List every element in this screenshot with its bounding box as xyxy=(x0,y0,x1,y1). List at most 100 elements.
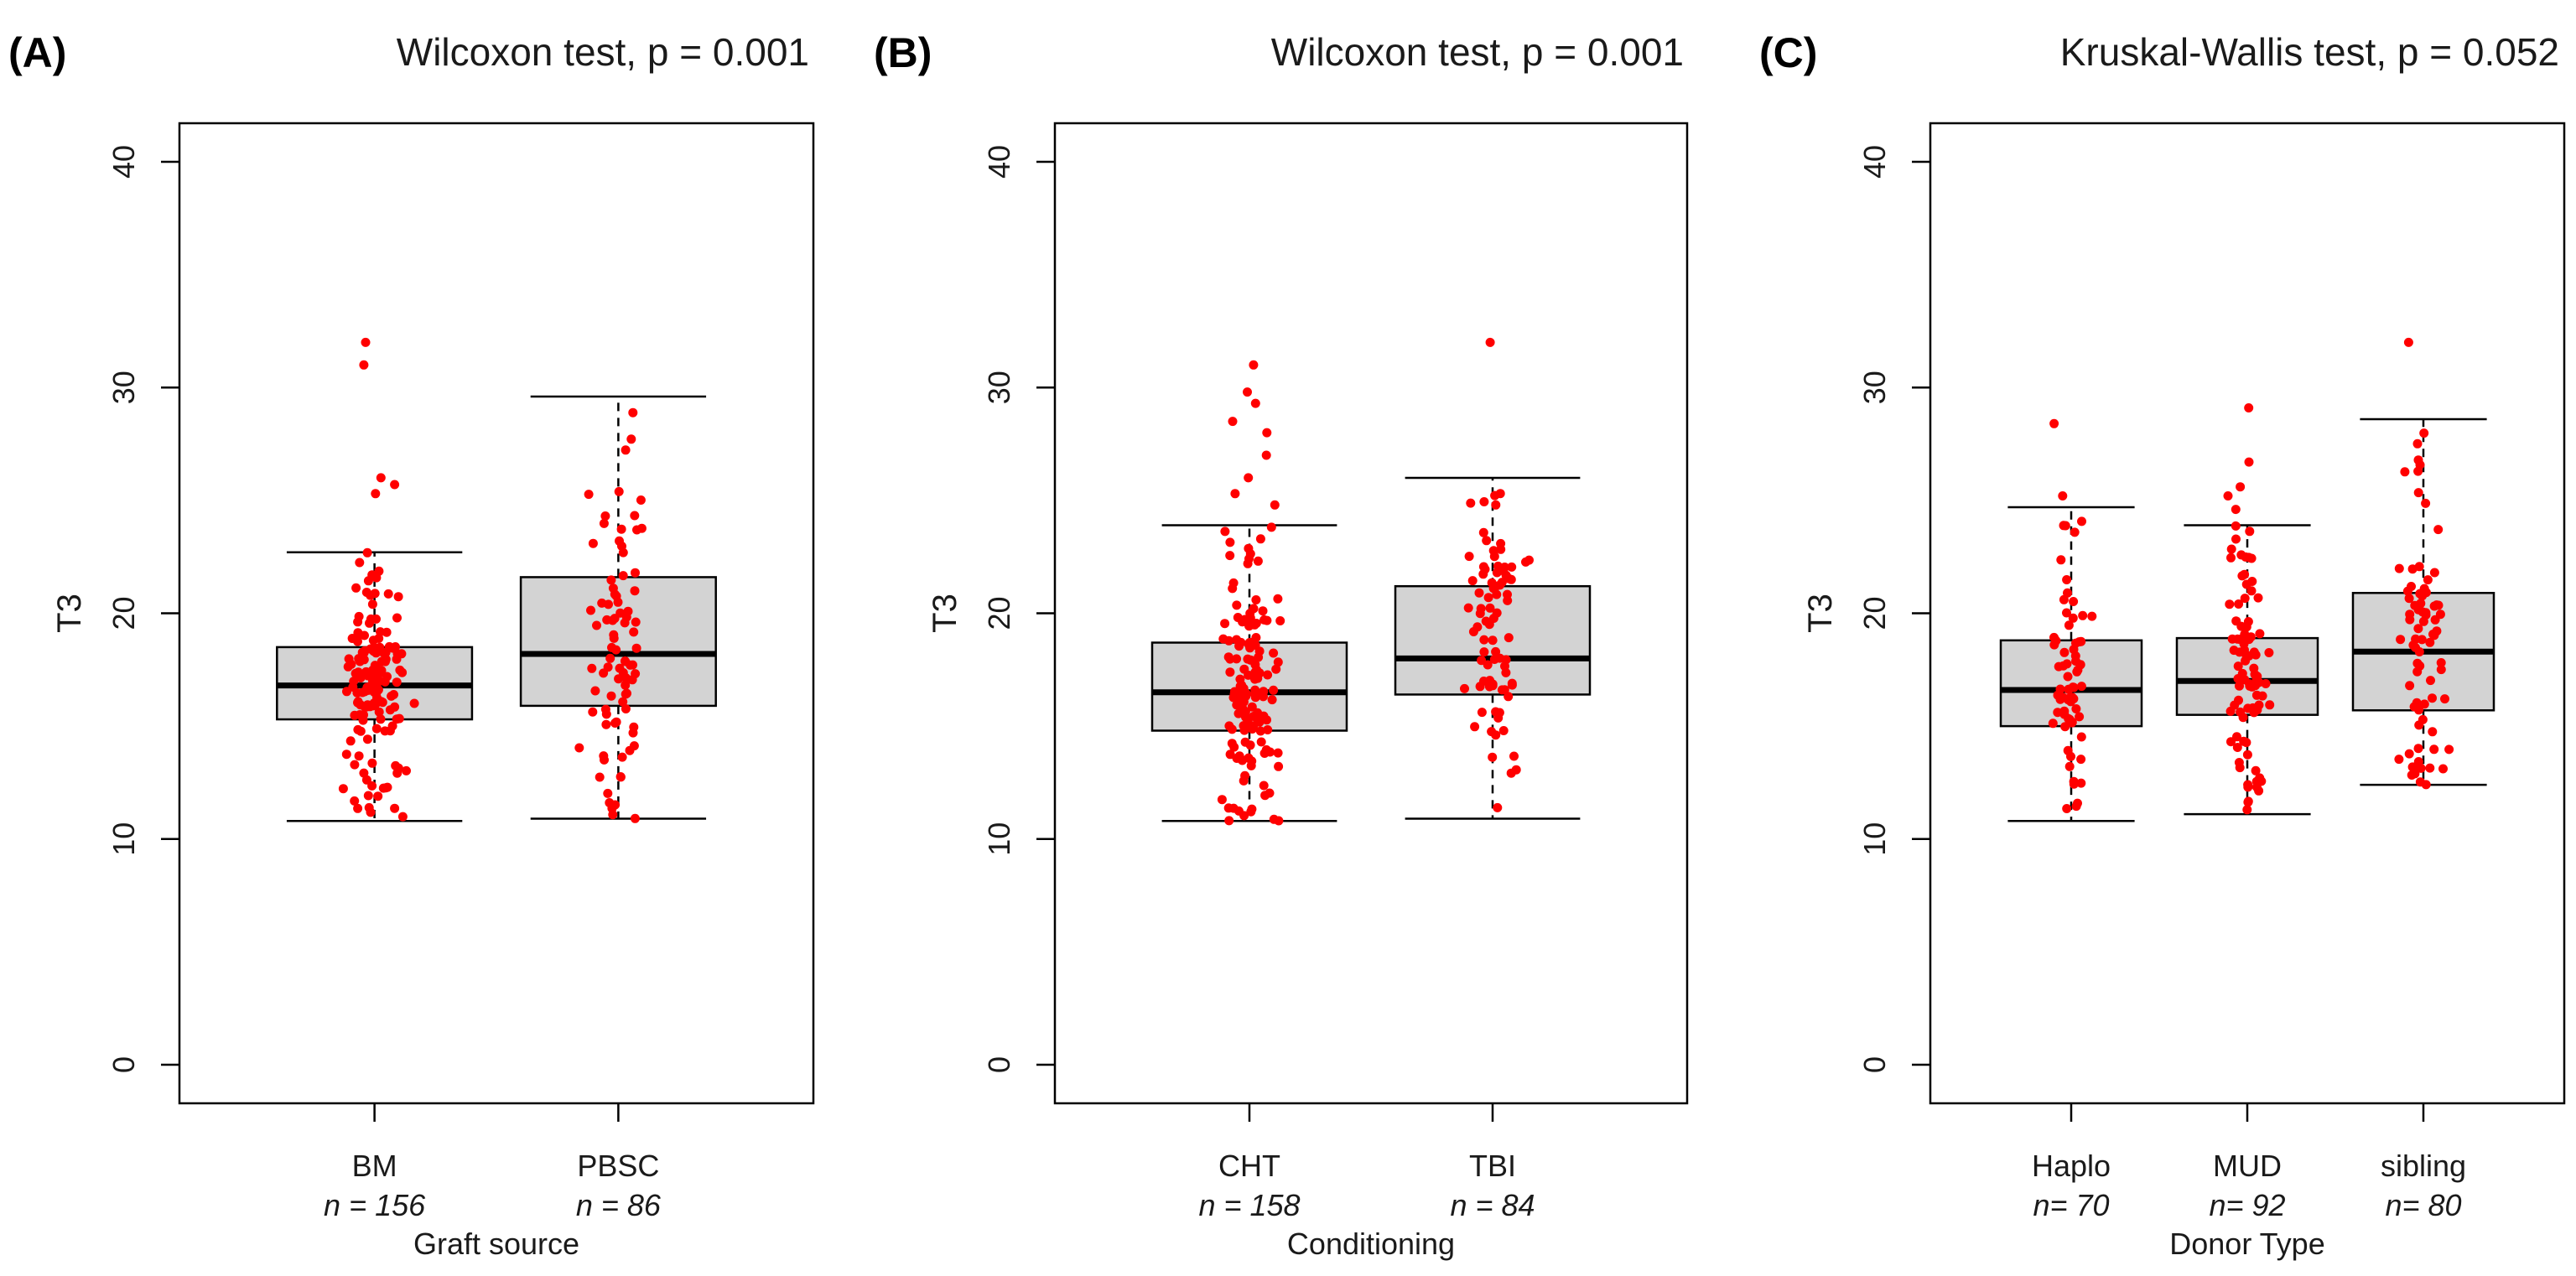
data-point xyxy=(1225,667,1235,677)
data-point xyxy=(1478,527,1488,537)
data-point xyxy=(630,586,640,596)
data-point xyxy=(628,660,637,670)
data-point xyxy=(1479,635,1489,645)
x-tick-label: PBSC xyxy=(577,1149,659,1183)
data-point xyxy=(2076,755,2086,765)
data-point xyxy=(2426,676,2435,686)
data-point xyxy=(1498,726,1509,735)
data-point xyxy=(2400,467,2410,477)
data-point xyxy=(1275,616,1285,625)
data-point xyxy=(1493,802,1503,812)
data-point xyxy=(390,803,400,813)
data-point xyxy=(2253,593,2263,603)
data-point xyxy=(1521,557,1530,567)
data-point xyxy=(2054,661,2064,672)
data-point xyxy=(1237,680,1247,690)
data-point xyxy=(1225,654,1235,664)
data-point xyxy=(2252,672,2262,682)
data-point xyxy=(630,511,640,521)
data-point xyxy=(2076,778,2086,788)
data-point xyxy=(1233,708,1244,718)
data-point xyxy=(2410,769,2420,779)
points-bm xyxy=(338,337,419,822)
data-point xyxy=(2405,609,2415,620)
data-point xyxy=(2071,656,2080,667)
data-point xyxy=(1269,648,1279,658)
data-point xyxy=(1225,551,1235,561)
data-point xyxy=(610,614,620,624)
data-point xyxy=(2402,586,2412,596)
data-point xyxy=(2415,777,2425,787)
data-point xyxy=(1487,578,1497,588)
data-point xyxy=(1249,360,1259,370)
data-point xyxy=(1240,770,1250,781)
data-point xyxy=(2240,594,2250,604)
data-point xyxy=(626,434,636,444)
data-point xyxy=(390,702,400,712)
data-point xyxy=(2265,700,2275,710)
data-point xyxy=(2231,505,2241,515)
data-point xyxy=(341,750,351,760)
data-point xyxy=(2412,698,2422,708)
data-point xyxy=(1251,633,1261,642)
data-point xyxy=(614,674,624,684)
iqr-box xyxy=(519,576,717,708)
data-point xyxy=(1255,726,1265,736)
data-point xyxy=(1220,526,1230,537)
data-point xyxy=(2428,693,2437,703)
data-point xyxy=(2070,527,2080,537)
data-point xyxy=(365,618,374,628)
data-point xyxy=(2407,564,2418,574)
y-tick-label: 0 xyxy=(1857,1056,1892,1073)
data-point xyxy=(360,646,370,656)
data-point xyxy=(2433,525,2444,535)
points-haplo xyxy=(2048,418,2097,813)
data-point xyxy=(367,599,377,609)
data-point xyxy=(2244,457,2254,467)
chart-title: Wilcoxon test, p = 0.001 xyxy=(1271,30,1684,74)
y-axis-label: T3 xyxy=(927,594,963,633)
data-point xyxy=(2419,699,2429,709)
data-point xyxy=(2063,672,2073,682)
data-point xyxy=(1468,627,1478,636)
panel-1: (A) Wilcoxon test, p = 0.001 0 10 20 30 40 T3 BM… xyxy=(8,29,815,1261)
data-point xyxy=(1273,657,1283,667)
data-point xyxy=(615,772,626,781)
x-axis-label: Graft source xyxy=(413,1227,579,1261)
data-point xyxy=(618,571,628,581)
data-point xyxy=(620,656,630,666)
data-point xyxy=(2444,744,2454,755)
y-axis: 0 10 20 30 40 T3 xyxy=(927,145,1055,1073)
data-point xyxy=(600,511,610,521)
data-point xyxy=(2226,544,2236,554)
data-point xyxy=(2411,762,2420,772)
y-tick-label: 10 xyxy=(106,822,141,856)
data-point xyxy=(1466,498,1476,508)
data-point xyxy=(1244,670,1254,680)
data-point xyxy=(2062,659,2072,669)
data-point xyxy=(1227,724,1237,734)
data-point xyxy=(2049,640,2059,650)
data-point xyxy=(363,685,373,695)
data-point xyxy=(1477,656,1487,666)
data-point xyxy=(623,606,633,616)
data-point xyxy=(2055,684,2065,694)
y-tick-label: 30 xyxy=(1857,371,1892,404)
data-point xyxy=(1259,615,1270,625)
data-point xyxy=(2246,632,2256,642)
data-point xyxy=(367,781,377,791)
data-point xyxy=(1243,654,1253,664)
data-point xyxy=(630,813,640,823)
data-point xyxy=(361,775,371,785)
data-point xyxy=(2241,579,2251,589)
data-point xyxy=(1253,673,1263,683)
data-point xyxy=(631,617,641,627)
data-point xyxy=(2243,796,2253,807)
data-point xyxy=(2440,694,2449,704)
data-point xyxy=(1228,417,1238,427)
data-point xyxy=(618,547,628,558)
points-pbsc xyxy=(574,407,647,823)
box-mud xyxy=(2175,524,2319,816)
data-point xyxy=(2425,637,2435,647)
